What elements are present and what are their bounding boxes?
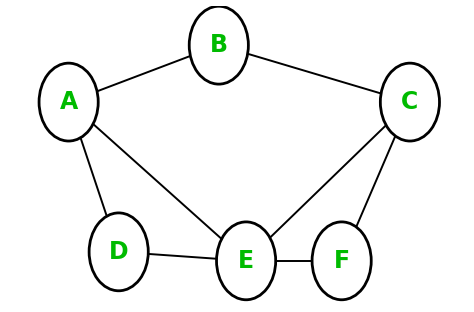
Ellipse shape [39,63,98,141]
Text: A: A [60,90,78,114]
Ellipse shape [380,63,439,141]
Text: C: C [401,90,419,114]
Text: F: F [334,249,350,273]
Ellipse shape [89,213,148,291]
Ellipse shape [312,222,371,300]
Text: B: B [210,33,228,57]
Text: D: D [109,240,128,264]
Text: E: E [238,249,254,273]
Ellipse shape [189,6,248,84]
Ellipse shape [217,222,276,300]
